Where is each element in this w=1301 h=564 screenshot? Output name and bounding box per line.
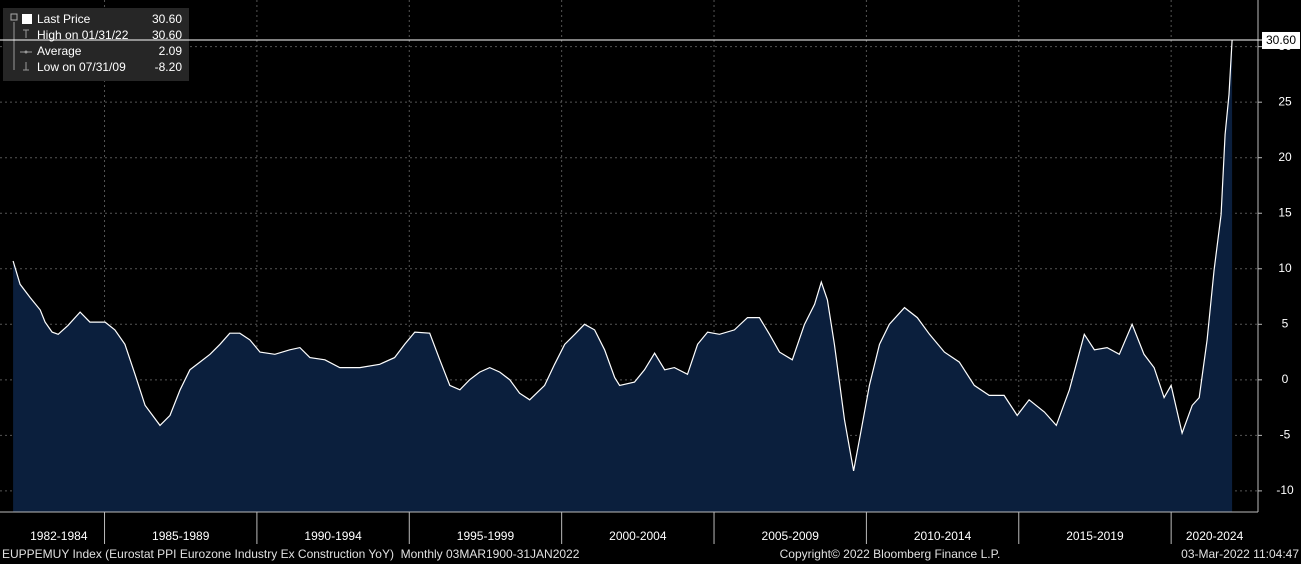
- legend-value: 30.60: [152, 28, 182, 42]
- y-tick-label: 15: [1278, 205, 1292, 219]
- legend-label: Last Price: [37, 12, 91, 26]
- x-tick-label: 1995-1999: [457, 529, 515, 543]
- y-tick-label: 10: [1278, 261, 1292, 275]
- legend-box: [3, 8, 189, 81]
- plot-area: [0, 0, 1258, 512]
- footer-center: Copyright© 2022 Bloomberg Finance L.P.: [780, 547, 1001, 561]
- line: [12, 39, 1233, 472]
- legend-collapse-icon: [10, 13, 18, 21]
- x-tick-label: 1982-1984: [30, 529, 88, 543]
- x-tick-label: 1985-1989: [152, 529, 210, 543]
- legend-label: Low on 07/31/09: [37, 60, 126, 74]
- y-tick-label: -5: [1280, 428, 1291, 442]
- legend-label: Average: [37, 44, 82, 58]
- legend: Last Price High on 01/31/22 Average Low …: [3, 8, 189, 81]
- legend-label: High on 01/31/22: [37, 28, 129, 42]
- x-tick-label: 2020-2024: [1186, 529, 1244, 543]
- footer-right: 03-Mar-2022 11:04:47: [1181, 547, 1299, 561]
- y-tick-label: 0: [1282, 372, 1289, 386]
- x-tick-label: 2000-2004: [609, 529, 667, 543]
- last-price-tag: [1262, 31, 1300, 49]
- x-tick-label: 1990-1994: [304, 529, 362, 543]
- y-tick-label: 25: [1278, 94, 1292, 108]
- footer-left: EUPPEMUY Index (Eurostat PPI Eurozone In…: [2, 547, 580, 561]
- y-tick-label: 20: [1278, 150, 1292, 164]
- legend-value: -8.20: [155, 60, 183, 74]
- y-tick-label: 5: [1282, 316, 1289, 330]
- last-price-tag-label: 30.60: [1266, 33, 1296, 47]
- area: [13, 40, 1233, 512]
- y-tick-label: -10: [1276, 483, 1294, 497]
- legend-average-glyph: [24, 50, 28, 54]
- x-tick-label: 2005-2009: [762, 529, 820, 543]
- legend-value: 2.09: [159, 44, 183, 58]
- x-tick-label: 2010-2014: [914, 529, 972, 543]
- legend-value: 30.60: [152, 12, 182, 26]
- legend-swatch: [22, 14, 32, 24]
- x-tick-label: 2015-2019: [1066, 529, 1124, 543]
